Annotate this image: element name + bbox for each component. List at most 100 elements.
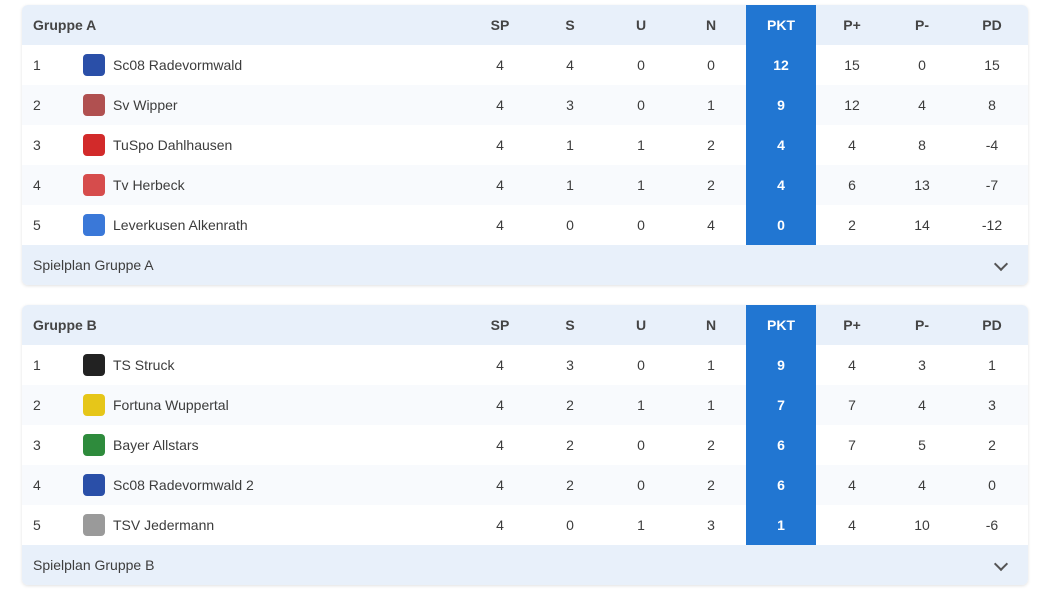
chevron-down-icon[interactable] <box>993 256 1009 272</box>
column-header: U <box>635 317 647 333</box>
stat-n: 1 <box>707 397 715 413</box>
stat-pminus: 13 <box>914 177 930 193</box>
team-logo-icon <box>83 474 105 496</box>
stat-s: 4 <box>566 57 574 73</box>
stat-pminus: 5 <box>918 437 926 453</box>
table-row[interactable]: 3 Bayer Allstars 4 2 0 2 6 7 5 2 <box>22 425 1028 465</box>
stat-pminus: 14 <box>914 217 930 233</box>
stat-n: 2 <box>707 177 715 193</box>
table-row[interactable]: 2 Sv Wipper 4 3 0 1 9 12 4 8 <box>22 85 1028 125</box>
team-logo-icon <box>83 214 105 236</box>
column-header: PKT <box>746 5 816 45</box>
team-logo-icon <box>83 174 105 196</box>
column-header: P+ <box>843 17 861 33</box>
group-table: Gruppe B SP S U N PKT P+ P- PD 1 TS Struck 4 3 0 1 9 4 3 1… <box>22 305 1028 585</box>
column-header: PD <box>982 17 1002 33</box>
stat-pd: -7 <box>985 177 999 193</box>
stat-pminus: 4 <box>918 397 926 413</box>
team-logo-icon <box>83 434 105 456</box>
stat-pplus: 4 <box>848 357 856 373</box>
stat-pd: 0 <box>988 477 996 493</box>
stat-s: 0 <box>566 217 574 233</box>
stat-u: 1 <box>637 397 645 413</box>
schedule-toggle[interactable]: Spielplan Gruppe A <box>22 245 1028 285</box>
stat-u: 0 <box>637 437 645 453</box>
stat-pd: 1 <box>988 357 996 373</box>
column-header: N <box>705 17 717 33</box>
stat-pd: 8 <box>988 97 996 113</box>
stat-sp: 4 <box>496 57 504 73</box>
rank: 5 <box>33 217 41 233</box>
stat-u: 0 <box>637 477 645 493</box>
table-header: Gruppe B SP S U N PKT P+ P- PD <box>22 305 1028 345</box>
team-name: Bayer Allstars <box>113 437 199 453</box>
stat-pkt: 1 <box>746 505 816 545</box>
stat-u: 1 <box>637 177 645 193</box>
stat-pplus: 4 <box>848 137 856 153</box>
table-row[interactable]: 3 TuSpo Dahlhausen 4 1 1 2 4 4 8 -4 <box>22 125 1028 165</box>
stat-n: 2 <box>707 437 715 453</box>
stat-pminus: 0 <box>918 57 926 73</box>
team-name: TSV Jedermann <box>113 517 215 533</box>
rank: 1 <box>33 357 41 373</box>
chevron-down-icon[interactable] <box>993 556 1009 572</box>
team-name: TS Struck <box>113 357 175 373</box>
table-row[interactable]: 1 TS Struck 4 3 0 1 9 4 3 1 <box>22 345 1028 385</box>
rank: 2 <box>33 97 41 113</box>
rank: 3 <box>33 437 41 453</box>
stat-pd: -12 <box>981 217 1003 233</box>
stat-u: 1 <box>637 517 645 533</box>
stat-pkt: 6 <box>746 465 816 505</box>
stat-n: 2 <box>707 477 715 493</box>
schedule-label: Spielplan Gruppe A <box>33 257 154 273</box>
column-header: P+ <box>843 317 861 333</box>
stat-pkt: 6 <box>746 425 816 465</box>
column-header: SP <box>490 317 510 333</box>
stat-sp: 4 <box>496 477 504 493</box>
stat-pplus: 4 <box>848 477 856 493</box>
stat-s: 3 <box>566 357 574 373</box>
stat-pminus: 4 <box>918 477 926 493</box>
stat-pkt: 9 <box>746 85 816 125</box>
column-header: S <box>565 17 575 33</box>
stat-sp: 4 <box>496 357 504 373</box>
stat-pd: -6 <box>985 517 999 533</box>
team-logo-icon <box>83 514 105 536</box>
stat-pd: -4 <box>985 137 999 153</box>
stat-pminus: 3 <box>918 357 926 373</box>
column-header: U <box>635 17 647 33</box>
stat-pd: 15 <box>984 57 1000 73</box>
rank: 4 <box>33 477 41 493</box>
stat-sp: 4 <box>496 137 504 153</box>
stat-pminus: 4 <box>918 97 926 113</box>
stat-sp: 4 <box>496 97 504 113</box>
stat-sp: 4 <box>496 397 504 413</box>
column-header: S <box>565 317 575 333</box>
rank: 2 <box>33 397 41 413</box>
group-title: Gruppe B <box>33 317 97 333</box>
table-row[interactable]: 2 Fortuna Wuppertal 4 2 1 1 7 7 4 3 <box>22 385 1028 425</box>
stat-n: 1 <box>707 357 715 373</box>
stat-u: 1 <box>637 137 645 153</box>
stat-u: 0 <box>637 357 645 373</box>
table-row[interactable]: 4 Tv Herbeck 4 1 1 2 4 6 13 -7 <box>22 165 1028 205</box>
table-row[interactable]: 4 Sc08 Radevormwald 2 4 2 0 2 6 4 4 0 <box>22 465 1028 505</box>
group-table: Gruppe A SP S U N PKT P+ P- PD 1 Sc08 Radevormwald… <box>22 5 1028 285</box>
stat-sp: 4 <box>496 437 504 453</box>
stat-sp: 4 <box>496 517 504 533</box>
stat-pplus: 4 <box>848 517 856 533</box>
team-logo-icon <box>83 94 105 116</box>
column-header: SP <box>490 17 510 33</box>
stat-pkt: 12 <box>746 45 816 85</box>
stat-u: 0 <box>637 57 645 73</box>
team-name: Sv Wipper <box>113 97 178 113</box>
schedule-toggle[interactable]: Spielplan Gruppe B <box>22 545 1028 585</box>
team-logo-icon <box>83 394 105 416</box>
stat-u: 0 <box>637 217 645 233</box>
team-name: Sc08 Radevormwald <box>113 57 243 73</box>
table-row[interactable]: 5 TSV Jedermann 4 0 1 3 1 4 10 -6 <box>22 505 1028 545</box>
stat-n: 4 <box>707 217 715 233</box>
table-header: Gruppe A SP S U N PKT P+ P- PD <box>22 5 1028 45</box>
table-row[interactable]: 5 Leverkusen Alkenrath 4 0 0 4 0 2 14 -12 <box>22 205 1028 245</box>
table-row[interactable]: 1 Sc08 Radevormwald 4 4 0 0 12 15 0 15 <box>22 45 1028 85</box>
